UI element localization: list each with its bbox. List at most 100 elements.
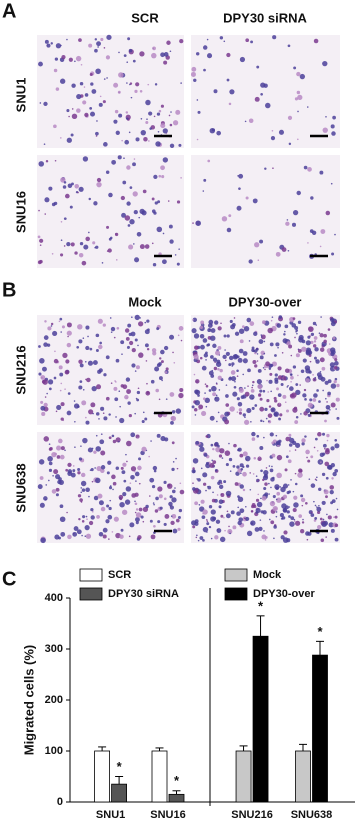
cell [147,83,150,86]
cell [224,411,230,417]
cell [130,96,133,99]
cell [38,372,42,376]
cell [254,404,258,407]
cell [202,338,208,343]
cell [154,83,158,86]
cell [154,366,160,372]
cell [245,38,250,43]
cell [39,244,42,246]
cell [88,197,92,201]
cell [169,50,172,53]
cell [281,247,287,252]
cell [169,334,175,340]
cell [255,498,260,502]
cell [114,109,119,114]
cell [330,321,336,327]
cell [155,141,161,147]
cell [289,436,291,439]
cell [258,479,260,481]
cell [238,328,245,334]
cell [231,362,235,366]
cell [137,465,142,471]
cell [225,513,231,519]
cell [52,474,54,477]
cell [282,338,288,344]
cell [292,441,295,443]
cell [193,333,200,339]
cell [150,440,152,442]
cell [58,536,61,540]
cell [137,437,139,439]
cell [216,420,218,423]
cell [79,81,84,86]
cell [335,408,337,410]
cell [310,483,316,488]
cell [282,394,287,399]
cell [210,328,216,333]
cell [232,464,236,468]
cell [126,397,128,399]
cell [270,135,276,141]
cell [267,413,273,418]
cell [95,131,99,136]
cell [238,348,244,354]
cell [85,345,90,351]
cell [314,347,319,352]
cell [172,120,179,126]
cell [323,489,329,495]
cell [207,323,213,328]
cell [59,372,64,377]
cell [65,359,70,364]
cell [163,480,167,484]
cell [103,416,108,421]
cell [127,323,132,328]
cell [321,500,326,505]
cell [212,460,217,464]
cell [122,180,127,185]
cell [257,259,260,262]
cell [271,465,273,468]
cell [70,133,74,137]
cell [196,138,199,141]
cell [156,327,160,331]
cell [105,170,110,175]
cell [211,459,214,462]
cell [193,373,196,376]
cell [276,497,282,503]
cell [52,330,58,337]
cell [265,102,271,109]
cell [66,137,72,143]
cell [286,386,289,388]
cell [285,436,291,442]
cell [224,359,227,362]
cell [161,259,167,265]
cell [138,321,144,327]
cell [42,366,47,372]
cell [192,525,196,529]
cell [145,99,151,106]
cell [301,346,307,352]
cell [305,350,311,356]
cell [214,441,219,447]
cell [292,365,297,369]
cell [192,319,194,321]
cell [314,376,317,379]
cell [107,248,112,253]
cell [294,97,299,101]
cell [96,181,102,188]
cell [179,387,184,393]
cell [160,349,165,355]
cell [89,347,93,351]
cell [228,442,230,445]
cell [80,487,83,489]
cell [291,440,297,446]
cell [292,490,295,493]
cell [85,416,87,419]
cell [60,239,63,242]
cell [111,159,116,165]
cell [109,317,112,319]
cell [239,56,246,63]
cell [108,237,112,241]
cell [315,506,318,508]
cell [140,129,146,136]
